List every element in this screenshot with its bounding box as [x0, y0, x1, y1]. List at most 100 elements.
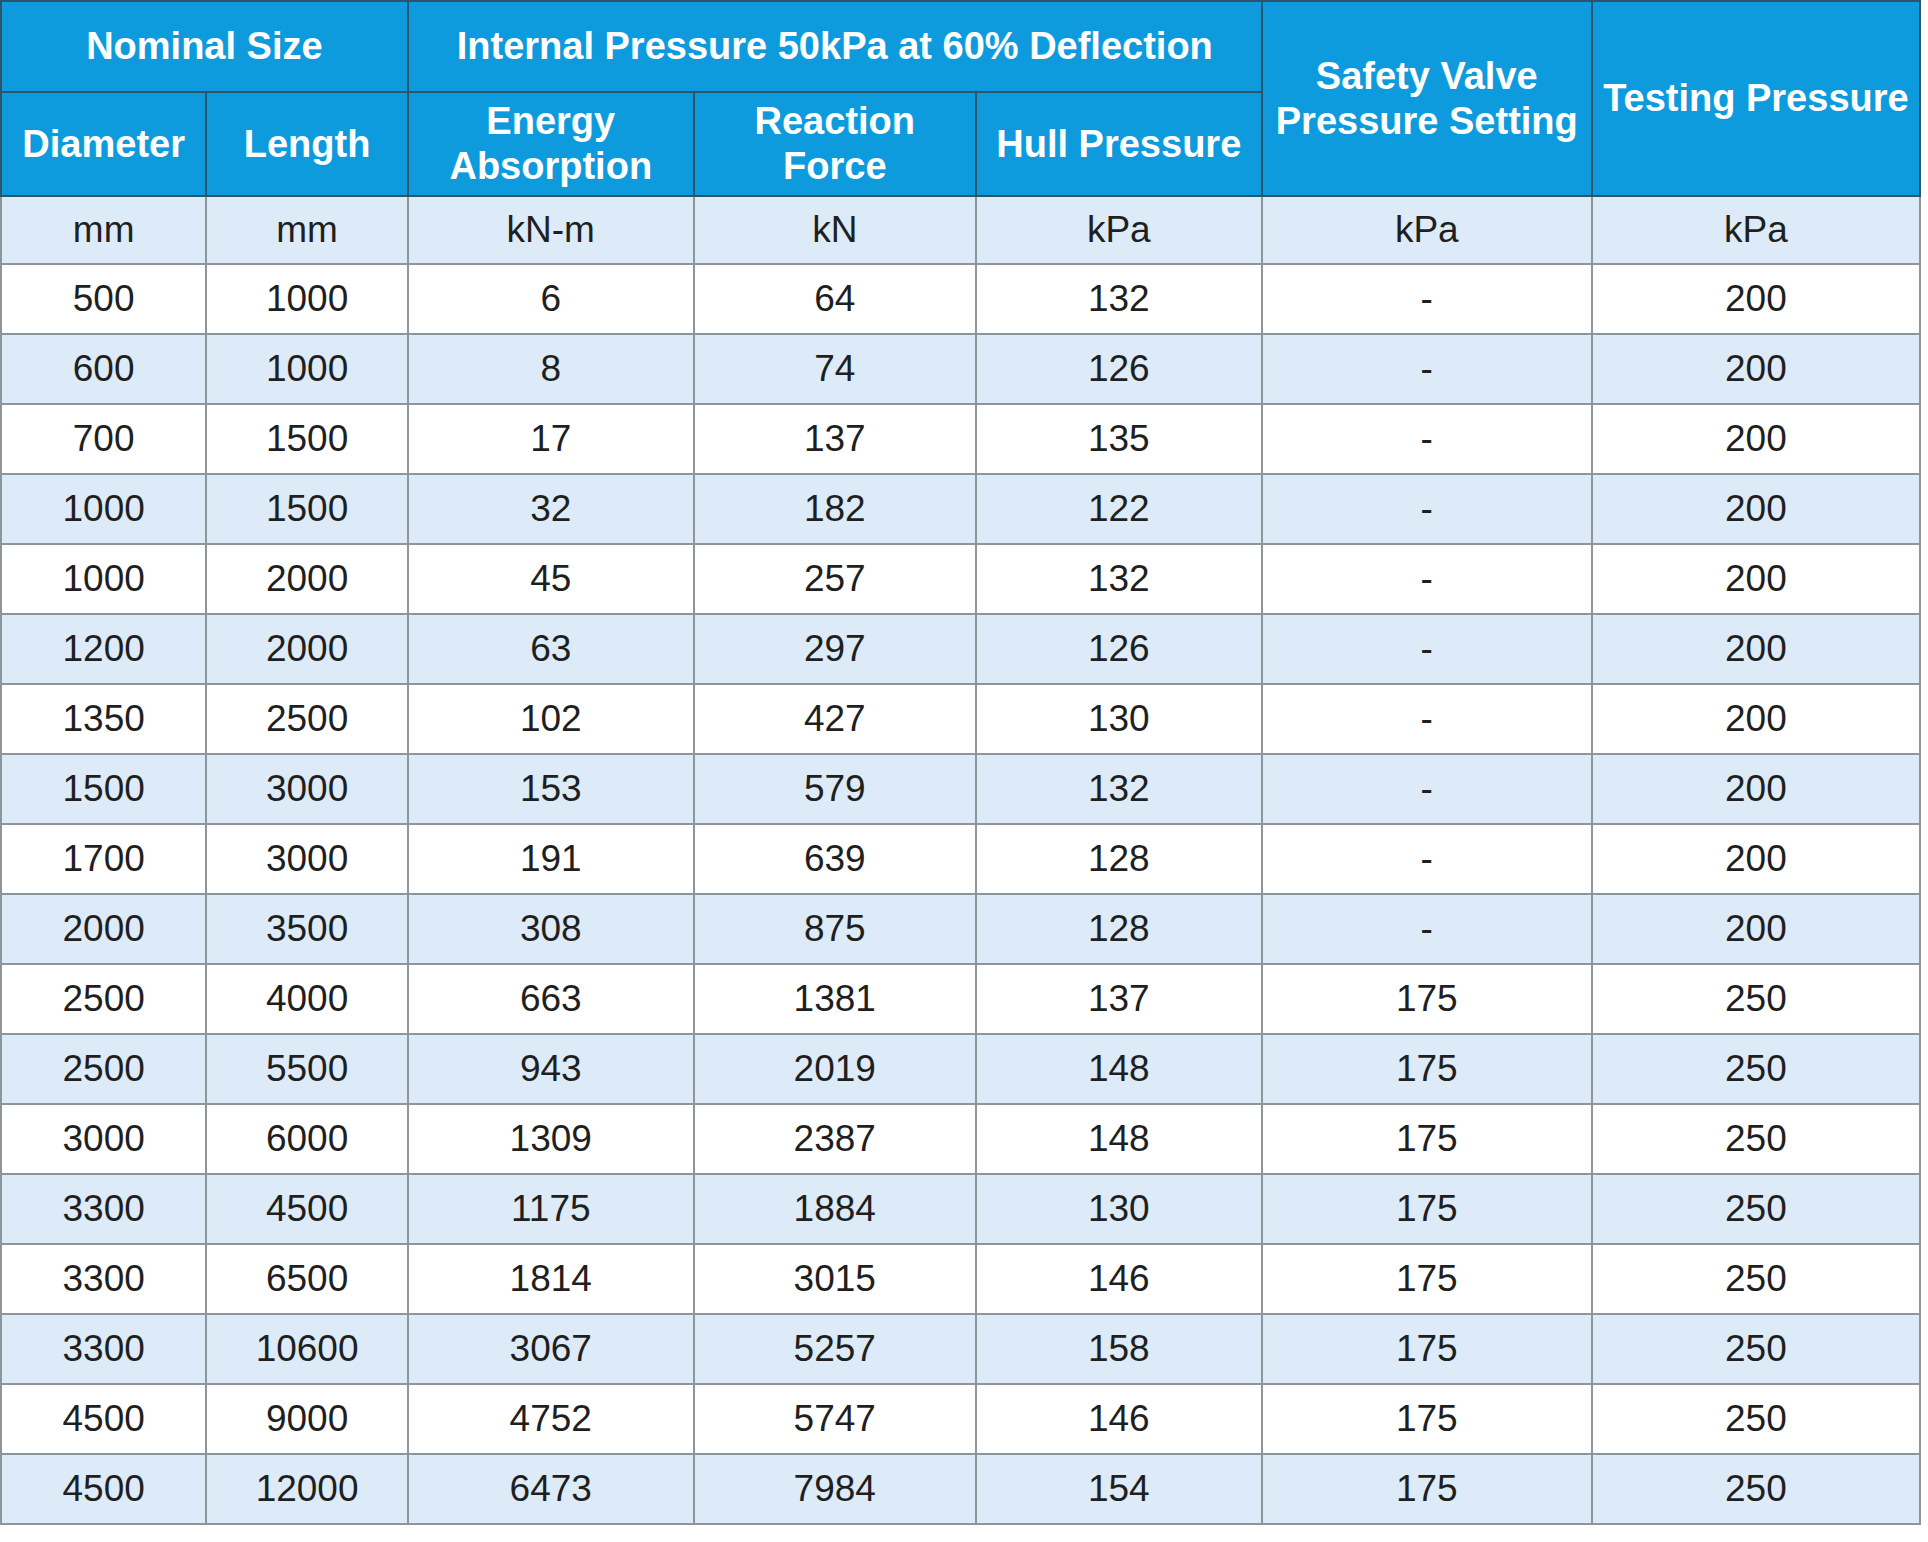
- cell: -: [1262, 544, 1592, 614]
- unit-energy-absorption: kN-m: [408, 196, 694, 264]
- header-hull-pressure: Hull Pressure: [976, 92, 1262, 196]
- cell: 200: [1592, 474, 1920, 544]
- table-row: 15003000153579132-200: [1, 754, 1920, 824]
- header-safety-valve-pressure-setting: Safety Valve Pressure Setting: [1262, 1, 1592, 196]
- cell: -: [1262, 684, 1592, 754]
- table-row: 1000200045257132-200: [1, 544, 1920, 614]
- cell: 3067: [408, 1314, 694, 1384]
- table-row: 20003500308875128-200: [1, 894, 1920, 964]
- cell: 2019: [694, 1034, 976, 1104]
- header-testing-pressure: Testing Pressure: [1592, 1, 1920, 196]
- cell: 4752: [408, 1384, 694, 1454]
- cell: 158: [976, 1314, 1262, 1384]
- cell: 1000: [1, 474, 206, 544]
- table-row: 6001000874126-200: [1, 334, 1920, 404]
- header-row-groups: Nominal Size Internal Pressure 50kPa at …: [1, 1, 1920, 92]
- cell: -: [1262, 614, 1592, 684]
- cell: 6500: [206, 1244, 407, 1314]
- cell: 663: [408, 964, 694, 1034]
- cell: 1175: [408, 1174, 694, 1244]
- cell: 175: [1262, 1384, 1592, 1454]
- unit-length: mm: [206, 196, 407, 264]
- cell: 148: [976, 1104, 1262, 1174]
- cell: 2500: [1, 1034, 206, 1104]
- cell: 5500: [206, 1034, 407, 1104]
- cell: 700: [1, 404, 206, 474]
- cell: 3000: [206, 824, 407, 894]
- cell: 137: [976, 964, 1262, 1034]
- cell: -: [1262, 334, 1592, 404]
- table-header: Nominal Size Internal Pressure 50kPa at …: [1, 1, 1920, 264]
- cell: 4500: [1, 1454, 206, 1524]
- header-reaction-force: Reaction Force: [694, 92, 976, 196]
- cell: 3300: [1, 1244, 206, 1314]
- fender-specs-table: Nominal Size Internal Pressure 50kPa at …: [0, 0, 1921, 1525]
- cell: 102: [408, 684, 694, 754]
- cell: 427: [694, 684, 976, 754]
- cell: 1700: [1, 824, 206, 894]
- cell: 200: [1592, 614, 1920, 684]
- cell: 5747: [694, 1384, 976, 1454]
- cell: 200: [1592, 824, 1920, 894]
- page: Nominal Size Internal Pressure 50kPa at …: [0, 0, 1928, 1542]
- cell: 250: [1592, 1104, 1920, 1174]
- cell: 2000: [206, 544, 407, 614]
- table-row: 250040006631381137175250: [1, 964, 1920, 1034]
- table-row: 4500900047525747146175250: [1, 1384, 1920, 1454]
- cell: 639: [694, 824, 976, 894]
- unit-reaction-force: kN: [694, 196, 976, 264]
- cell: 1884: [694, 1174, 976, 1244]
- header-length: Length: [206, 92, 407, 196]
- cell: -: [1262, 474, 1592, 544]
- cell: 17: [408, 404, 694, 474]
- cell: 308: [408, 894, 694, 964]
- header-energy-absorption: Energy Absorption: [408, 92, 694, 196]
- cell: 4000: [206, 964, 407, 1034]
- cell: 175: [1262, 1104, 1592, 1174]
- cell: 10600: [206, 1314, 407, 1384]
- cell: 875: [694, 894, 976, 964]
- cell: 6: [408, 264, 694, 334]
- cell: 2500: [1, 964, 206, 1034]
- cell: 12000: [206, 1454, 407, 1524]
- table-row: 1000150032182122-200: [1, 474, 1920, 544]
- cell: 175: [1262, 964, 1592, 1034]
- cell: 45: [408, 544, 694, 614]
- cell: 200: [1592, 264, 1920, 334]
- cell: -: [1262, 754, 1592, 824]
- cell: 257: [694, 544, 976, 614]
- cell: 250: [1592, 1174, 1920, 1244]
- cell: 2000: [1, 894, 206, 964]
- cell: 63: [408, 614, 694, 684]
- cell: 1000: [206, 264, 407, 334]
- cell: 175: [1262, 1454, 1592, 1524]
- unit-diameter: mm: [1, 196, 206, 264]
- cell: 175: [1262, 1244, 1592, 1314]
- cell: 32: [408, 474, 694, 544]
- cell: 5257: [694, 1314, 976, 1384]
- table-row: 13502500102427130-200: [1, 684, 1920, 754]
- table-row: 3000600013092387148175250: [1, 1104, 1920, 1174]
- cell: 126: [976, 614, 1262, 684]
- cell: 2000: [206, 614, 407, 684]
- cell: 1814: [408, 1244, 694, 1314]
- unit-testing-pressure: kPa: [1592, 196, 1920, 264]
- cell: 1309: [408, 1104, 694, 1174]
- unit-hull-pressure: kPa: [976, 196, 1262, 264]
- table-row: 3300650018143015146175250: [1, 1244, 1920, 1314]
- cell: 250: [1592, 1314, 1920, 1384]
- cell: 128: [976, 824, 1262, 894]
- cell: 1000: [206, 334, 407, 404]
- cell: 579: [694, 754, 976, 824]
- cell: 1200: [1, 614, 206, 684]
- cell: 7984: [694, 1454, 976, 1524]
- cell: 122: [976, 474, 1262, 544]
- table-row: 3300450011751884130175250: [1, 1174, 1920, 1244]
- cell: -: [1262, 404, 1592, 474]
- cell: 130: [976, 1174, 1262, 1244]
- units-row: mm mm kN-m kN kPa kPa kPa: [1, 196, 1920, 264]
- cell: 182: [694, 474, 976, 544]
- cell: 175: [1262, 1034, 1592, 1104]
- cell: 6473: [408, 1454, 694, 1524]
- cell: 3300: [1, 1314, 206, 1384]
